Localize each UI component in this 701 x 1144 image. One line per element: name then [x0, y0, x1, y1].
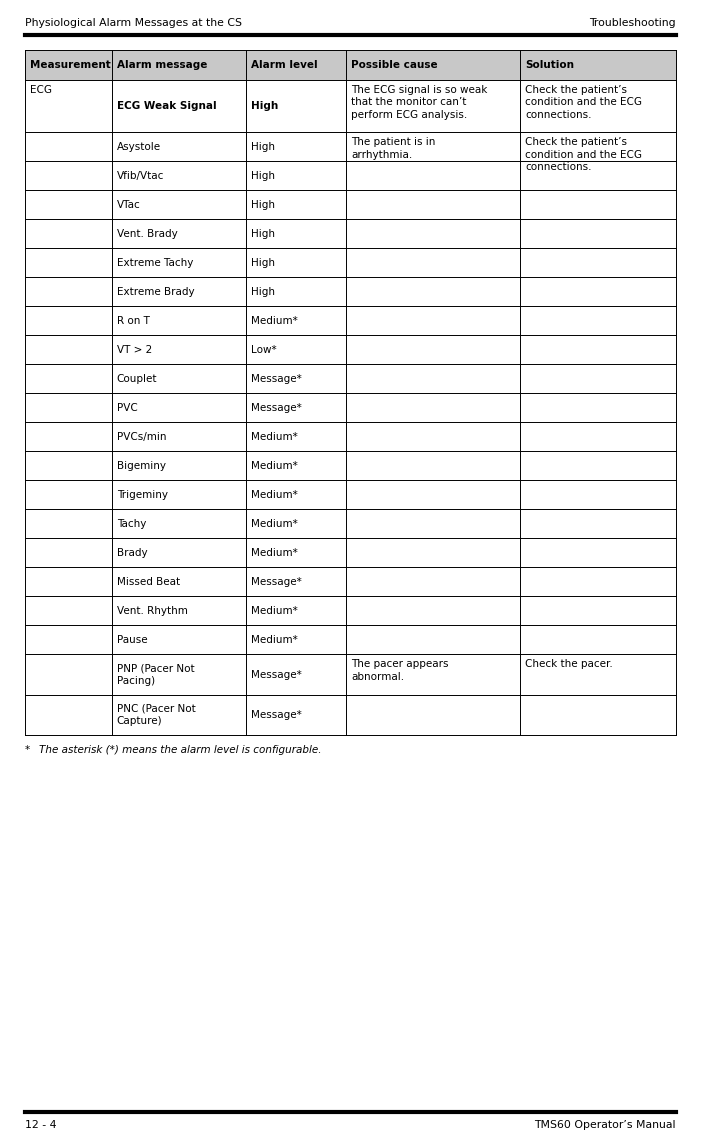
Text: ECG Weak Signal: ECG Weak Signal: [116, 101, 216, 111]
Text: Couplet: Couplet: [116, 374, 157, 383]
Text: Alarm level: Alarm level: [252, 59, 318, 70]
Text: The ECG signal is so weak
that the monitor can’t
perform ECG analysis.: The ECG signal is so weak that the monit…: [351, 85, 487, 120]
Text: The pacer appears
abnormal.: The pacer appears abnormal.: [351, 659, 449, 682]
Text: Check the pacer.: Check the pacer.: [526, 659, 613, 669]
Text: Check the patient’s
condition and the ECG
connections.: Check the patient’s condition and the EC…: [526, 85, 642, 120]
Text: The patient is in
arrhythmia.: The patient is in arrhythmia.: [351, 137, 435, 160]
Text: Extreme Tachy: Extreme Tachy: [116, 257, 193, 268]
Text: Tachy: Tachy: [116, 518, 146, 529]
Text: Possible cause: Possible cause: [351, 59, 437, 70]
Text: Medium*: Medium*: [252, 548, 298, 558]
Text: PVC: PVC: [116, 403, 137, 413]
Text: Pause: Pause: [116, 635, 147, 645]
Text: Alarm message: Alarm message: [116, 59, 207, 70]
Text: High: High: [252, 257, 275, 268]
Text: Medium*: Medium*: [252, 316, 298, 326]
Text: *: *: [25, 746, 30, 755]
Text: Medium*: Medium*: [252, 605, 298, 615]
Text: Medium*: Medium*: [252, 461, 298, 470]
Text: High: High: [252, 170, 275, 181]
Text: High: High: [252, 200, 275, 209]
Text: Message*: Message*: [252, 669, 302, 680]
Text: R on T: R on T: [116, 316, 149, 326]
Text: Vfib/Vtac: Vfib/Vtac: [116, 170, 164, 181]
Text: Medium*: Medium*: [252, 490, 298, 500]
Text: Missed Beat: Missed Beat: [116, 577, 179, 587]
Text: Extreme Brady: Extreme Brady: [116, 287, 194, 296]
Text: Brady: Brady: [116, 548, 147, 558]
Text: High: High: [252, 287, 275, 296]
Text: VT > 2: VT > 2: [116, 344, 152, 355]
Text: PNP (Pacer Not
Pacing): PNP (Pacer Not Pacing): [116, 664, 194, 685]
Text: Solution: Solution: [526, 59, 574, 70]
Text: Low*: Low*: [252, 344, 277, 355]
Text: PNC (Pacer Not
Capture): PNC (Pacer Not Capture): [116, 704, 196, 726]
Text: High: High: [252, 101, 278, 111]
Text: Message*: Message*: [252, 710, 302, 720]
Text: Vent. Brady: Vent. Brady: [116, 229, 177, 239]
Text: Message*: Message*: [252, 577, 302, 587]
Text: Troubleshooting: Troubleshooting: [590, 18, 676, 27]
Text: Message*: Message*: [252, 403, 302, 413]
Text: Check the patient’s
condition and the ECG
connections.: Check the patient’s condition and the EC…: [526, 137, 642, 172]
Text: Asystole: Asystole: [116, 142, 161, 152]
Text: Medium*: Medium*: [252, 635, 298, 645]
Text: Measurement: Measurement: [30, 59, 111, 70]
Text: High: High: [252, 229, 275, 239]
Text: PVCs/min: PVCs/min: [116, 431, 166, 442]
Text: The asterisk (*) means the alarm level is configurable.: The asterisk (*) means the alarm level i…: [39, 746, 322, 755]
Text: Trigeminy: Trigeminy: [116, 490, 168, 500]
Text: VTac: VTac: [116, 200, 140, 209]
Text: Physiological Alarm Messages at the CS: Physiological Alarm Messages at the CS: [25, 18, 242, 27]
Text: TMS60 Operator’s Manual: TMS60 Operator’s Manual: [534, 1120, 676, 1130]
Bar: [25, 50, 676, 80]
Text: Vent. Rhythm: Vent. Rhythm: [116, 605, 187, 615]
Text: Bigeminy: Bigeminy: [116, 461, 165, 470]
Text: Medium*: Medium*: [252, 431, 298, 442]
Text: ECG: ECG: [30, 85, 52, 95]
Text: High: High: [252, 142, 275, 152]
Text: Medium*: Medium*: [252, 518, 298, 529]
Text: Message*: Message*: [252, 374, 302, 383]
Text: 12 - 4: 12 - 4: [25, 1120, 57, 1130]
